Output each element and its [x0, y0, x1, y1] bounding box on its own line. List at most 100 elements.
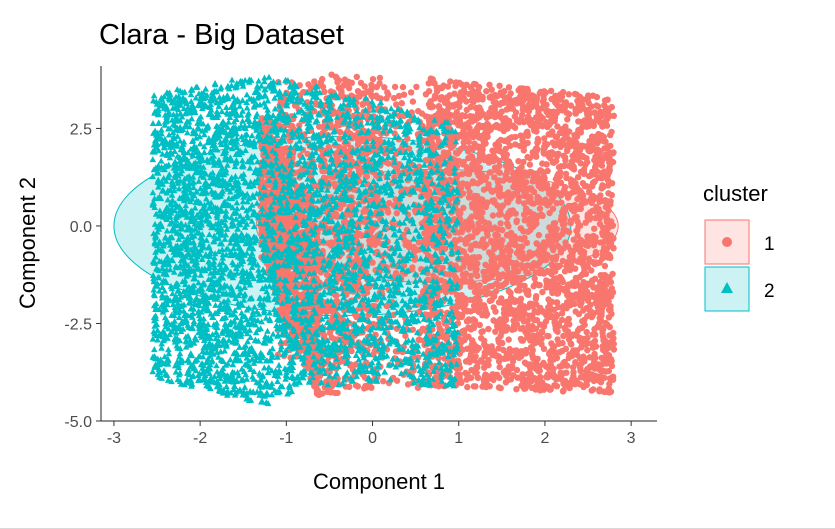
point-cluster-1: [553, 262, 560, 269]
point-cluster-1: [489, 147, 496, 154]
point-cluster-1: [501, 312, 508, 320]
point-cluster-1: [549, 128, 556, 135]
point-cluster-1: [526, 376, 533, 383]
point-cluster-1: [470, 259, 478, 266]
point-cluster-1: [561, 220, 568, 228]
point-cluster-1: [595, 205, 602, 213]
point-cluster-1: [551, 117, 558, 125]
point-cluster-1: [605, 367, 612, 375]
point-cluster-1: [456, 103, 463, 111]
point-cluster-1: [520, 371, 527, 378]
point-cluster-1: [470, 157, 477, 164]
point-cluster-1: [506, 176, 513, 183]
point-cluster-1: [572, 359, 579, 366]
point-cluster-1: [446, 92, 453, 99]
point-cluster-1: [572, 108, 579, 115]
point-cluster-1: [593, 138, 600, 145]
point-cluster-1: [460, 139, 467, 146]
point-cluster-1: [524, 131, 531, 138]
point-cluster-1: [461, 295, 468, 302]
point-cluster-1: [560, 387, 567, 394]
point-cluster-1: [592, 248, 600, 256]
point-cluster-1: [560, 359, 567, 367]
point-cluster-1: [596, 220, 604, 228]
point-cluster-1: [536, 205, 544, 212]
point-cluster-1: [527, 370, 534, 378]
point-cluster-1: [580, 153, 587, 161]
point-cluster-1: [521, 217, 528, 224]
point-cluster-1: [608, 180, 616, 187]
point-cluster-1: [550, 220, 557, 227]
point-cluster-1: [284, 222, 291, 230]
point-cluster-1: [509, 122, 517, 129]
point-cluster-1: [545, 153, 553, 160]
point-cluster-1: [547, 187, 555, 195]
point-cluster-1: [597, 192, 604, 199]
point-cluster-1: [581, 281, 588, 288]
point-cluster-1: [534, 135, 542, 143]
point-cluster-1: [586, 354, 593, 361]
point-cluster-1: [544, 332, 551, 340]
point-cluster-1: [499, 202, 507, 209]
point-cluster-1: [467, 264, 474, 271]
point-cluster-1: [535, 364, 542, 372]
point-cluster-1: [574, 97, 581, 105]
point-cluster-1: [525, 323, 532, 330]
point-cluster-1: [400, 91, 408, 98]
point-cluster-1: [464, 255, 471, 262]
point-cluster-1: [592, 343, 600, 350]
point-cluster-1: [535, 251, 542, 258]
point-cluster-1: [505, 253, 513, 260]
point-cluster-1: [511, 113, 518, 120]
point-cluster-1: [572, 265, 579, 272]
point-cluster-1: [539, 160, 546, 167]
point-cluster-1: [587, 209, 594, 216]
point-cluster-1: [391, 83, 399, 91]
point-cluster-1: [491, 244, 498, 252]
point-cluster-1: [543, 284, 550, 291]
point-cluster-1: [538, 328, 546, 335]
point-cluster-1: [602, 171, 610, 179]
point-cluster-1: [563, 291, 571, 299]
point-cluster-1: [599, 210, 606, 218]
point-cluster-1: [361, 90, 368, 97]
point-cluster-1: [481, 337, 488, 344]
point-cluster-1: [418, 110, 426, 117]
point-cluster-1: [514, 350, 522, 357]
point-cluster-1: [457, 377, 464, 384]
point-cluster-1: [496, 82, 503, 90]
point-cluster-1: [431, 95, 438, 102]
point-cluster-1: [556, 273, 564, 281]
point-cluster-1: [520, 200, 528, 207]
point-cluster-1: [519, 106, 526, 114]
point-cluster-1: [486, 297, 493, 305]
point-cluster-1: [490, 92, 498, 100]
point-cluster-1: [553, 288, 560, 296]
point-cluster-1: [463, 98, 470, 105]
point-cluster-1: [608, 191, 615, 199]
point-cluster-1: [468, 97, 475, 104]
point-cluster-1: [495, 384, 503, 391]
point-cluster-1: [565, 162, 573, 169]
point-cluster-1: [593, 160, 600, 167]
point-cluster-1: [537, 175, 544, 182]
point-cluster-1: [533, 240, 540, 247]
point-cluster-1: [546, 233, 553, 241]
point-cluster-1: [518, 382, 525, 389]
point-cluster-1: [484, 288, 491, 296]
point-cluster-1: [516, 94, 523, 102]
point-cluster-1: [455, 157, 463, 165]
point-cluster-1: [530, 174, 537, 182]
point-cluster-1: [471, 228, 479, 235]
point-cluster-1: [385, 160, 392, 167]
point-cluster-1: [552, 282, 559, 289]
point-cluster-1: [568, 182, 575, 189]
point-cluster-1: [593, 93, 601, 101]
point-cluster-1: [552, 349, 559, 356]
point-cluster-1: [467, 272, 475, 280]
point-cluster-1: [458, 228, 466, 236]
point-cluster-1: [570, 236, 577, 243]
point-cluster-1: [503, 190, 511, 198]
point-cluster-1: [533, 301, 540, 308]
point-cluster-1: [569, 188, 576, 196]
